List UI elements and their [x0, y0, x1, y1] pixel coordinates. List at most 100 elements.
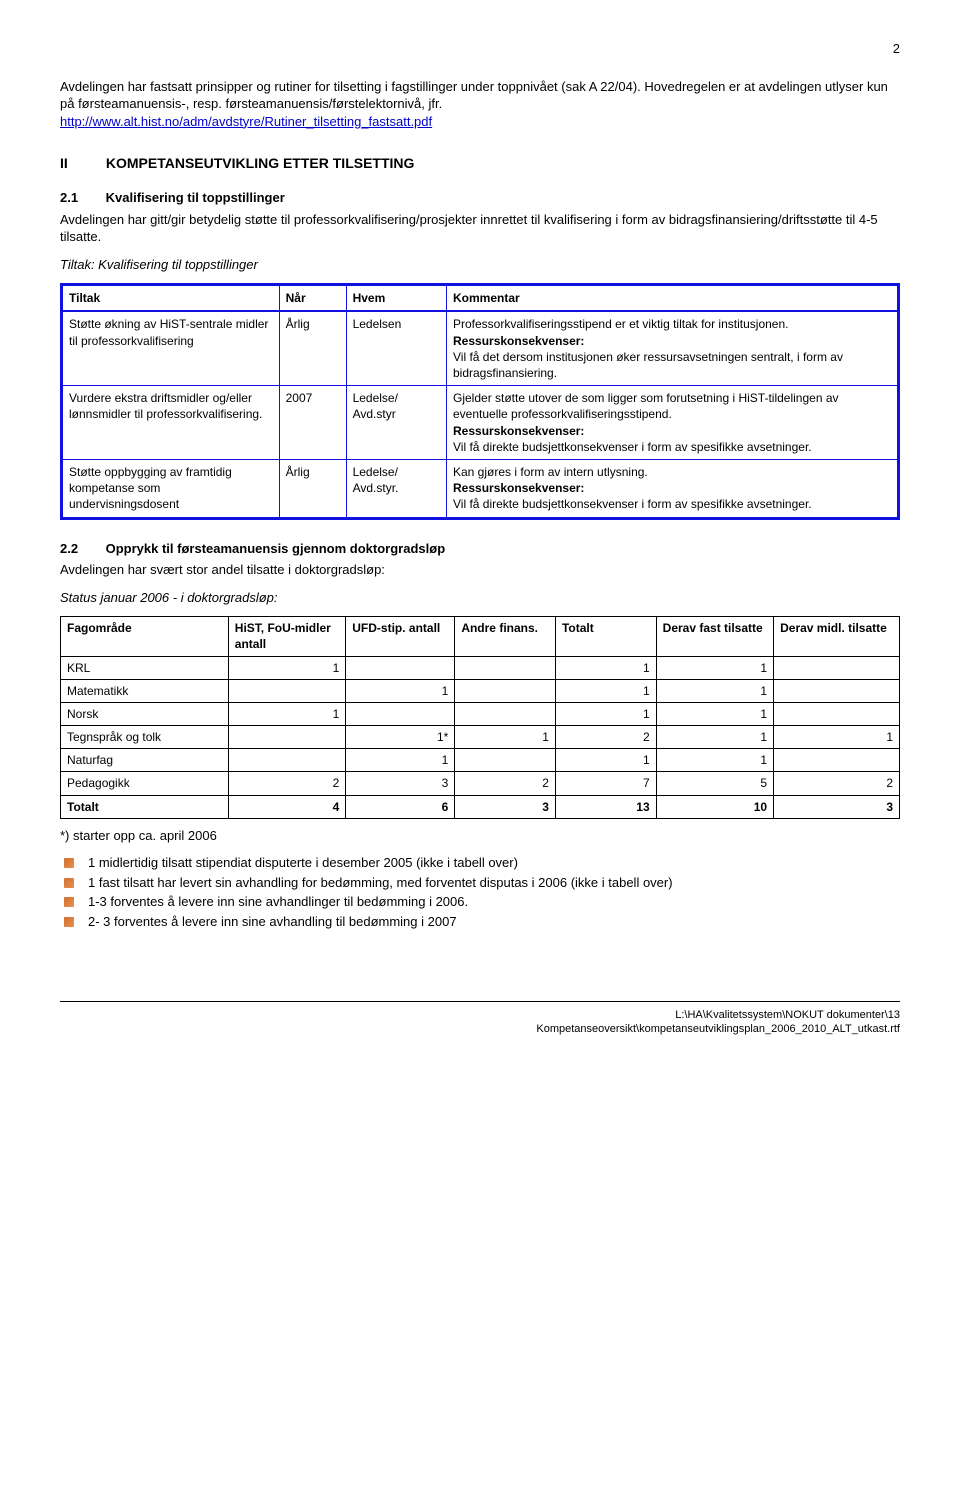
sub-21-title: Kvalifisering til toppstillinger — [106, 190, 285, 205]
cell-kommentar: Gjelder støtte utover de som ligger som … — [447, 386, 899, 460]
table-row: Vurdere ekstra driftsmidler og/eller løn… — [62, 386, 899, 460]
table22-header-row: Fagområde HiST, FoU-midler antall UFD-st… — [61, 617, 900, 656]
sub-22-title: Opprykk til førsteamanuensis gjennom dok… — [106, 541, 446, 556]
cell-hvem: Ledelsen — [346, 311, 446, 385]
kommentar-line: Gjelder støtte utover de som ligger som … — [453, 390, 891, 422]
section-ii-title: KOMPETANSEUTVIKLING ETTER TILSETTING — [106, 155, 415, 171]
cell-value: 1 — [228, 702, 345, 725]
list-item: 1 fast tilsatt har levert sin avhandling… — [84, 874, 900, 892]
intro-link[interactable]: http://www.alt.hist.no/adm/avdstyre/Ruti… — [60, 114, 432, 129]
cell-value: 1 — [555, 749, 656, 772]
cell-kommentar: Kan gjøres i form av intern utlysning.Re… — [447, 459, 899, 518]
cell-value: 3 — [346, 772, 455, 795]
list-item: 1 midlertidig tilsatt stipendiat dispute… — [84, 854, 900, 872]
cell-value — [455, 679, 556, 702]
table22-caption: Status januar 2006 - i doktorgradsløp: — [60, 589, 900, 607]
cell-kommentar: Professorkvalifiseringsstipend er et vik… — [447, 311, 899, 385]
cell-value: 3 — [455, 795, 556, 818]
th-totalt: Totalt — [555, 617, 656, 656]
cell-value: 7 — [555, 772, 656, 795]
cell-value — [346, 702, 455, 725]
table-doktorgrad: Fagområde HiST, FoU-midler antall UFD-st… — [60, 616, 900, 819]
footer-line1: L:\HA\Kvalitetssystem\NOKUT dokumenter\1… — [675, 1009, 900, 1021]
cell-tiltak: Støtte oppbygging av framtidig kompetans… — [62, 459, 280, 518]
sub-21-num: 2.1 — [60, 189, 102, 207]
cell-value: 1 — [774, 726, 900, 749]
cell-value: 1 — [346, 749, 455, 772]
cell-value: 5 — [656, 772, 773, 795]
cell-value: 6 — [346, 795, 455, 818]
cell-label: Matematikk — [61, 679, 229, 702]
cell-nar: Årlig — [279, 459, 346, 518]
cell-value: 1 — [555, 656, 656, 679]
kommentar-line: Ressurskonsekvenser: — [453, 480, 891, 496]
table-total-row: Totalt46313103 — [61, 795, 900, 818]
table-row: Matematikk111 — [61, 679, 900, 702]
cell-value: 2 — [774, 772, 900, 795]
th-kommentar: Kommentar — [447, 285, 899, 312]
cell-label: Totalt — [61, 795, 229, 818]
cell-tiltak: Vurdere ekstra driftsmidler og/eller løn… — [62, 386, 280, 460]
footer: L:\HA\Kvalitetssystem\NOKUT dokumenter\1… — [60, 1008, 900, 1037]
cell-value — [774, 679, 900, 702]
list-item: 2- 3 forventes å levere inn sine avhandl… — [84, 913, 900, 931]
cell-value: 1 — [455, 726, 556, 749]
cell-value: 1 — [656, 726, 773, 749]
sub-21-heading: 2.1 Kvalifisering til toppstillinger — [60, 189, 900, 207]
cell-value — [455, 702, 556, 725]
list-item: 1-3 forventes å levere inn sine avhandli… — [84, 893, 900, 911]
cell-label: KRL — [61, 656, 229, 679]
kommentar-line: Vil få direkte budsjettkonsekvenser i fo… — [453, 439, 891, 455]
cell-value: 1 — [656, 749, 773, 772]
cell-label: Pedagogikk — [61, 772, 229, 795]
cell-value — [774, 749, 900, 772]
cell-hvem: Ledelse/ Avd.styr. — [346, 459, 446, 518]
cell-value: 1 — [656, 679, 773, 702]
cell-value: 2 — [228, 772, 345, 795]
th-nar: Når — [279, 285, 346, 312]
sub-22-heading: 2.2 Opprykk til førsteamanuensis gjennom… — [60, 540, 900, 558]
cell-value: 1 — [228, 656, 345, 679]
table-kvalifisering: Tiltak Når Hvem Kommentar Støtte økning … — [60, 283, 900, 519]
cell-value — [228, 726, 345, 749]
cell-value: 1 — [555, 702, 656, 725]
kommentar-line: Professorkvalifiseringsstipend er et vik… — [453, 316, 891, 332]
table-row: Støtte oppbygging av framtidig kompetans… — [62, 459, 899, 518]
intro-text: Avdelingen har fastsatt prinsipper og ru… — [60, 79, 888, 112]
section-ii-num: II — [60, 154, 102, 173]
cell-value — [455, 749, 556, 772]
cell-value — [774, 656, 900, 679]
table-row: Tegnspråk og tolk1*1211 — [61, 726, 900, 749]
table-row: Støtte økning av HiST-sentrale midler ti… — [62, 311, 899, 385]
bullet-list: 1 midlertidig tilsatt stipendiat dispute… — [60, 854, 900, 930]
sub-21-para: Avdelingen har gitt/gir betydelig støtte… — [60, 211, 900, 246]
cell-label: Naturfag — [61, 749, 229, 772]
cell-value: 3 — [774, 795, 900, 818]
cell-value — [228, 749, 345, 772]
table-row: Naturfag111 — [61, 749, 900, 772]
cell-value — [346, 656, 455, 679]
intro-paragraph: Avdelingen har fastsatt prinsipper og ru… — [60, 78, 900, 131]
cell-value — [455, 656, 556, 679]
th-fast: Derav fast tilsatte — [656, 617, 773, 656]
th-hist: HiST, FoU-midler antall — [228, 617, 345, 656]
th-andre: Andre finans. — [455, 617, 556, 656]
footer-line2: Kompetanseoversikt\kompetanseutviklingsp… — [536, 1023, 900, 1035]
cell-nar: Årlig — [279, 311, 346, 385]
th-hvem: Hvem — [346, 285, 446, 312]
cell-value: 2 — [555, 726, 656, 749]
section-ii-heading: II KOMPETANSEUTVIKLING ETTER TILSETTING — [60, 154, 900, 173]
cell-label: Tegnspråk og tolk — [61, 726, 229, 749]
table-row: Pedagogikk232752 — [61, 772, 900, 795]
cell-value — [774, 702, 900, 725]
cell-value: 10 — [656, 795, 773, 818]
cell-hvem: Ledelse/ Avd.styr — [346, 386, 446, 460]
th-fagomrade: Fagområde — [61, 617, 229, 656]
table-row: KRL111 — [61, 656, 900, 679]
cell-value: 13 — [555, 795, 656, 818]
cell-label: Norsk — [61, 702, 229, 725]
table22-footnote: *) starter opp ca. april 2006 — [60, 827, 900, 845]
sub-22-num: 2.2 — [60, 540, 102, 558]
cell-tiltak: Støtte økning av HiST-sentrale midler ti… — [62, 311, 280, 385]
th-tiltak: Tiltak — [62, 285, 280, 312]
